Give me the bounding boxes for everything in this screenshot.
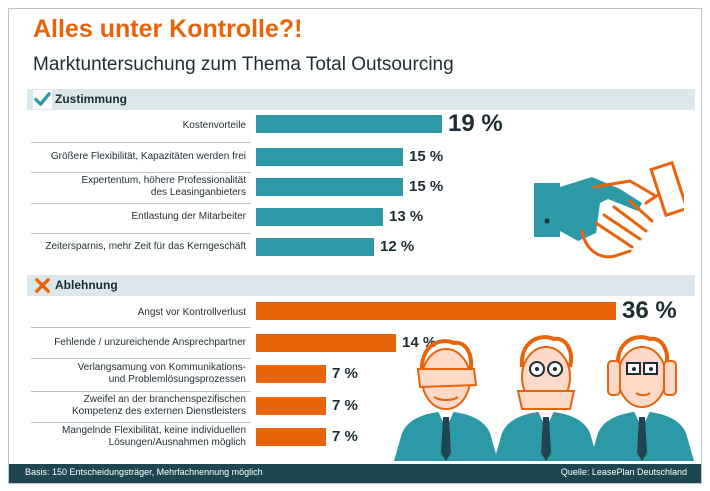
row-separator bbox=[31, 233, 251, 234]
category-label: Größere Flexibilität, Kapazitäten werden… bbox=[50, 151, 246, 162]
bar-rejection bbox=[256, 397, 326, 415]
row-separator bbox=[31, 172, 251, 173]
row-separator bbox=[31, 358, 251, 359]
category-label: Expertentum, höhere Professionalität des… bbox=[81, 175, 246, 198]
category-label: Zweifel an der branchenspezifischen Komp… bbox=[72, 394, 246, 417]
hear-no-evil-man bbox=[590, 335, 694, 461]
row-separator bbox=[31, 327, 251, 328]
category-label: Zeitersparnis, mehr Zeit für das Kernges… bbox=[45, 241, 246, 252]
row-separator bbox=[31, 422, 251, 423]
bar-approval bbox=[256, 148, 403, 166]
bar-approval bbox=[256, 115, 442, 133]
bar-rejection bbox=[256, 428, 326, 446]
footer-basis: Basis: 150 Entscheidungsträger, Mehrfach… bbox=[25, 467, 263, 477]
value-label: 13 % bbox=[389, 208, 424, 225]
value-label: 7 % bbox=[332, 397, 358, 414]
value-label: 15 % bbox=[409, 178, 444, 195]
footer-source: Quelle: LeasePlan Deutschland bbox=[560, 467, 687, 477]
bar-rejection bbox=[256, 365, 326, 383]
value-label: 36 % bbox=[622, 297, 677, 324]
bar-rejection bbox=[256, 334, 396, 352]
bar-rejection bbox=[256, 302, 616, 320]
category-label: Fehlende / unzureichende Ansprechpartner bbox=[54, 337, 246, 348]
category-label: Verlangsamung von Kommunikations- und Pr… bbox=[77, 362, 246, 385]
category-label: Angst vor Kontrollverlust bbox=[137, 307, 246, 318]
check-icon bbox=[33, 90, 52, 109]
section-label-rejection: Ablehnung bbox=[55, 278, 118, 292]
infographic-frame: Alles unter Kontrolle?! Marktuntersuchun… bbox=[8, 8, 702, 484]
footer-bar: Basis: 150 Entscheidungsträger, Mehrfach… bbox=[9, 464, 701, 483]
value-label: 7 % bbox=[332, 365, 358, 382]
row-separator bbox=[31, 203, 251, 204]
section-header-approval: Zustimmung bbox=[27, 89, 695, 110]
section-header-rejection: Ablehnung bbox=[27, 275, 695, 296]
value-label: 19 % bbox=[448, 110, 503, 137]
category-label: Entlastung der Mitarbeiter bbox=[131, 211, 246, 222]
see-no-evil-man bbox=[394, 339, 498, 461]
bar-approval bbox=[256, 208, 383, 226]
value-label: 7 % bbox=[332, 428, 358, 445]
bar-approval bbox=[256, 238, 374, 256]
section-label-approval: Zustimmung bbox=[55, 92, 127, 106]
value-label: 12 % bbox=[380, 238, 415, 255]
three-wise-men-illustration bbox=[394, 335, 694, 461]
page-title: Alles unter Kontrolle?! bbox=[33, 15, 303, 43]
row-separator bbox=[31, 142, 251, 143]
handshake-icon bbox=[534, 160, 684, 259]
bar-approval bbox=[256, 178, 403, 196]
speak-no-evil-man bbox=[494, 335, 598, 461]
page-subtitle: Marktuntersuchung zum Thema Total Outsou… bbox=[33, 54, 454, 75]
value-label: 15 % bbox=[409, 148, 444, 165]
category-label: Mangelnde Flexibilität, keine individuel… bbox=[62, 425, 246, 448]
row-separator bbox=[31, 391, 251, 392]
cross-icon bbox=[35, 278, 50, 293]
category-label: Kostenvorteile bbox=[182, 120, 246, 131]
